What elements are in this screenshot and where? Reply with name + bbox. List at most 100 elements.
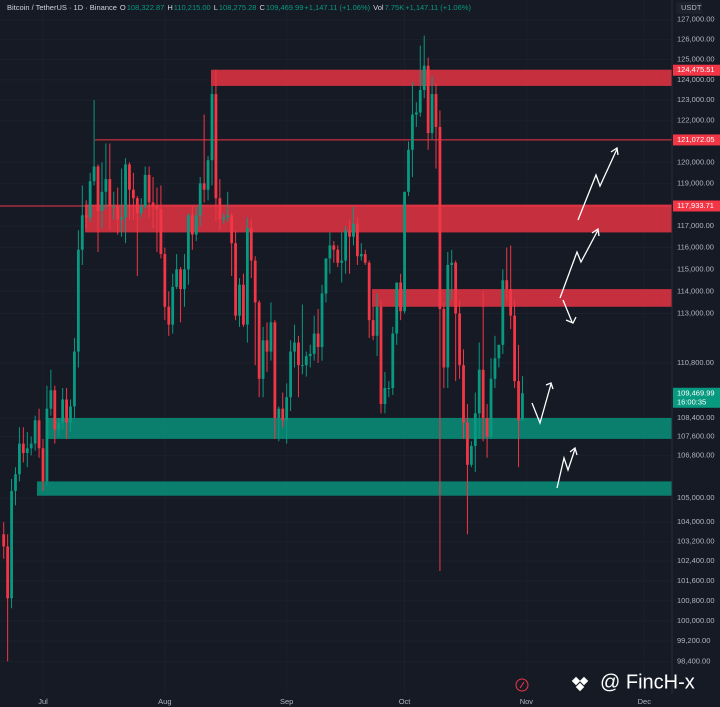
header-key: H <box>167 3 172 12</box>
candle-body <box>493 358 497 379</box>
y-tick-label: 114,000.00 <box>677 286 714 295</box>
candle-body <box>414 112 418 115</box>
zone <box>85 204 672 233</box>
arrow <box>556 448 576 489</box>
candle-body <box>84 215 88 218</box>
candle-body <box>61 399 65 423</box>
y-tick-label: 100,800.00 <box>677 596 715 605</box>
candle-body <box>92 166 96 182</box>
candle-body <box>434 94 438 127</box>
candle-body <box>312 333 316 354</box>
candle-body <box>45 408 49 482</box>
candle-body <box>407 149 410 192</box>
candle-body <box>41 448 45 482</box>
candles <box>2 35 524 662</box>
x-tick-label: Oct <box>399 697 412 706</box>
candle-body <box>403 191 406 312</box>
candle-body <box>139 206 143 214</box>
candle-body <box>505 280 509 290</box>
candle-body <box>120 217 123 220</box>
arrow <box>559 229 599 299</box>
candle-body <box>501 280 505 345</box>
x-tick-label: Dec <box>638 697 652 706</box>
arrow-head <box>591 227 600 237</box>
arrow-head <box>565 316 577 324</box>
y-tick-label: 115,000.00 <box>677 264 714 273</box>
candle-body <box>214 94 218 199</box>
candle-body <box>379 306 383 405</box>
candle-body <box>14 474 17 491</box>
candle-body <box>352 223 355 237</box>
price-labels: 124,475.51 121,072.05 117,933.71 109,469.99… <box>673 64 720 408</box>
y-tick-label: 99,200.00 <box>677 636 710 645</box>
candle-body <box>320 293 324 348</box>
candle-body <box>297 342 300 366</box>
candle-body <box>336 249 340 263</box>
candle-body <box>183 269 186 290</box>
candle-body <box>265 340 269 352</box>
candle-body <box>80 215 84 250</box>
price-label: 121,072.05 <box>677 135 715 144</box>
y-tick-label: 101,600.00 <box>677 576 715 585</box>
candle-body <box>273 322 277 418</box>
candle-body <box>2 534 6 547</box>
candle-body <box>230 215 234 244</box>
candle-body <box>277 408 281 418</box>
watermark-icon <box>571 676 589 692</box>
header-value: 109,469.99 <box>266 3 304 12</box>
y-tick-label: 125,000.00 <box>677 55 715 64</box>
price-label: 109,469.99 <box>677 388 715 397</box>
y-tick-label: 110,800.00 <box>677 358 714 367</box>
candle-body <box>187 215 190 270</box>
y-tick-label: 113,000.00 <box>677 308 714 317</box>
candle-body <box>257 302 261 379</box>
y-tick-label: 100,000.00 <box>677 616 715 625</box>
candle-body <box>363 254 367 263</box>
y-tick-label: 123,000.00 <box>677 95 715 104</box>
y-tick-label: 127,000.00 <box>677 15 715 24</box>
x-tick-label: Sep <box>280 697 293 706</box>
candle-body <box>348 230 351 237</box>
candle-body <box>167 306 171 325</box>
candle-body <box>135 198 139 214</box>
candle-body <box>131 189 135 199</box>
candle-body <box>509 289 513 316</box>
y-tick-label: 126,000.00 <box>677 35 715 44</box>
header-value: +1,147.11 (+1.06%) <box>304 3 370 12</box>
arrows <box>531 146 619 489</box>
price-label-box <box>673 64 720 76</box>
candle-body <box>458 313 461 366</box>
candle-body <box>96 166 100 211</box>
y-tick-label: 120,000.00 <box>677 157 715 166</box>
candle-body <box>226 215 230 218</box>
candle-body <box>159 208 163 255</box>
candle-body <box>245 228 249 325</box>
zone <box>37 481 672 496</box>
currency-box <box>676 2 702 14</box>
candle-body <box>198 183 202 216</box>
y-tick-label: 106,800.00 <box>677 450 715 459</box>
candle-body <box>155 206 159 209</box>
candle-body <box>367 262 371 321</box>
y-tick-label: 122,000.00 <box>677 116 715 125</box>
arrow-head <box>569 446 578 456</box>
arrow-head <box>545 382 554 390</box>
candle-body <box>497 344 501 359</box>
candle-body <box>454 262 458 314</box>
zone <box>48 417 672 439</box>
y-tick-label: 105,000.00 <box>677 493 715 502</box>
countdown: 16:00:35 <box>677 397 706 406</box>
candle-body <box>324 258 328 294</box>
arrow-head <box>610 146 619 156</box>
zone <box>372 289 672 307</box>
candle-body <box>222 217 226 220</box>
price-label: 117,933.71 <box>677 201 714 210</box>
candle-body <box>411 114 414 150</box>
candle-body <box>332 245 336 250</box>
candle-body <box>261 340 265 379</box>
candle-body <box>210 94 214 161</box>
candle-body <box>269 322 273 352</box>
candle-body <box>29 443 33 449</box>
y-tick-label: 98,400.00 <box>677 656 710 665</box>
